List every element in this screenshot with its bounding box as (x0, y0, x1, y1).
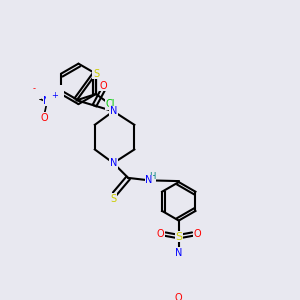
Text: S: S (93, 69, 99, 79)
Text: N: N (44, 96, 51, 106)
Text: H: H (149, 172, 155, 181)
Text: N: N (175, 248, 182, 258)
Text: N: N (110, 106, 117, 116)
Text: O: O (99, 81, 107, 91)
Text: N: N (146, 176, 153, 185)
Text: -: - (32, 84, 35, 93)
Text: Cl: Cl (105, 99, 115, 109)
Text: S: S (175, 232, 182, 242)
Text: S: S (110, 194, 116, 204)
Text: N: N (110, 158, 117, 168)
Text: O: O (194, 229, 201, 239)
Text: O: O (156, 229, 164, 239)
Text: O: O (175, 293, 183, 300)
Text: +: + (52, 91, 58, 100)
Text: O: O (32, 91, 39, 101)
Text: O: O (41, 112, 48, 123)
